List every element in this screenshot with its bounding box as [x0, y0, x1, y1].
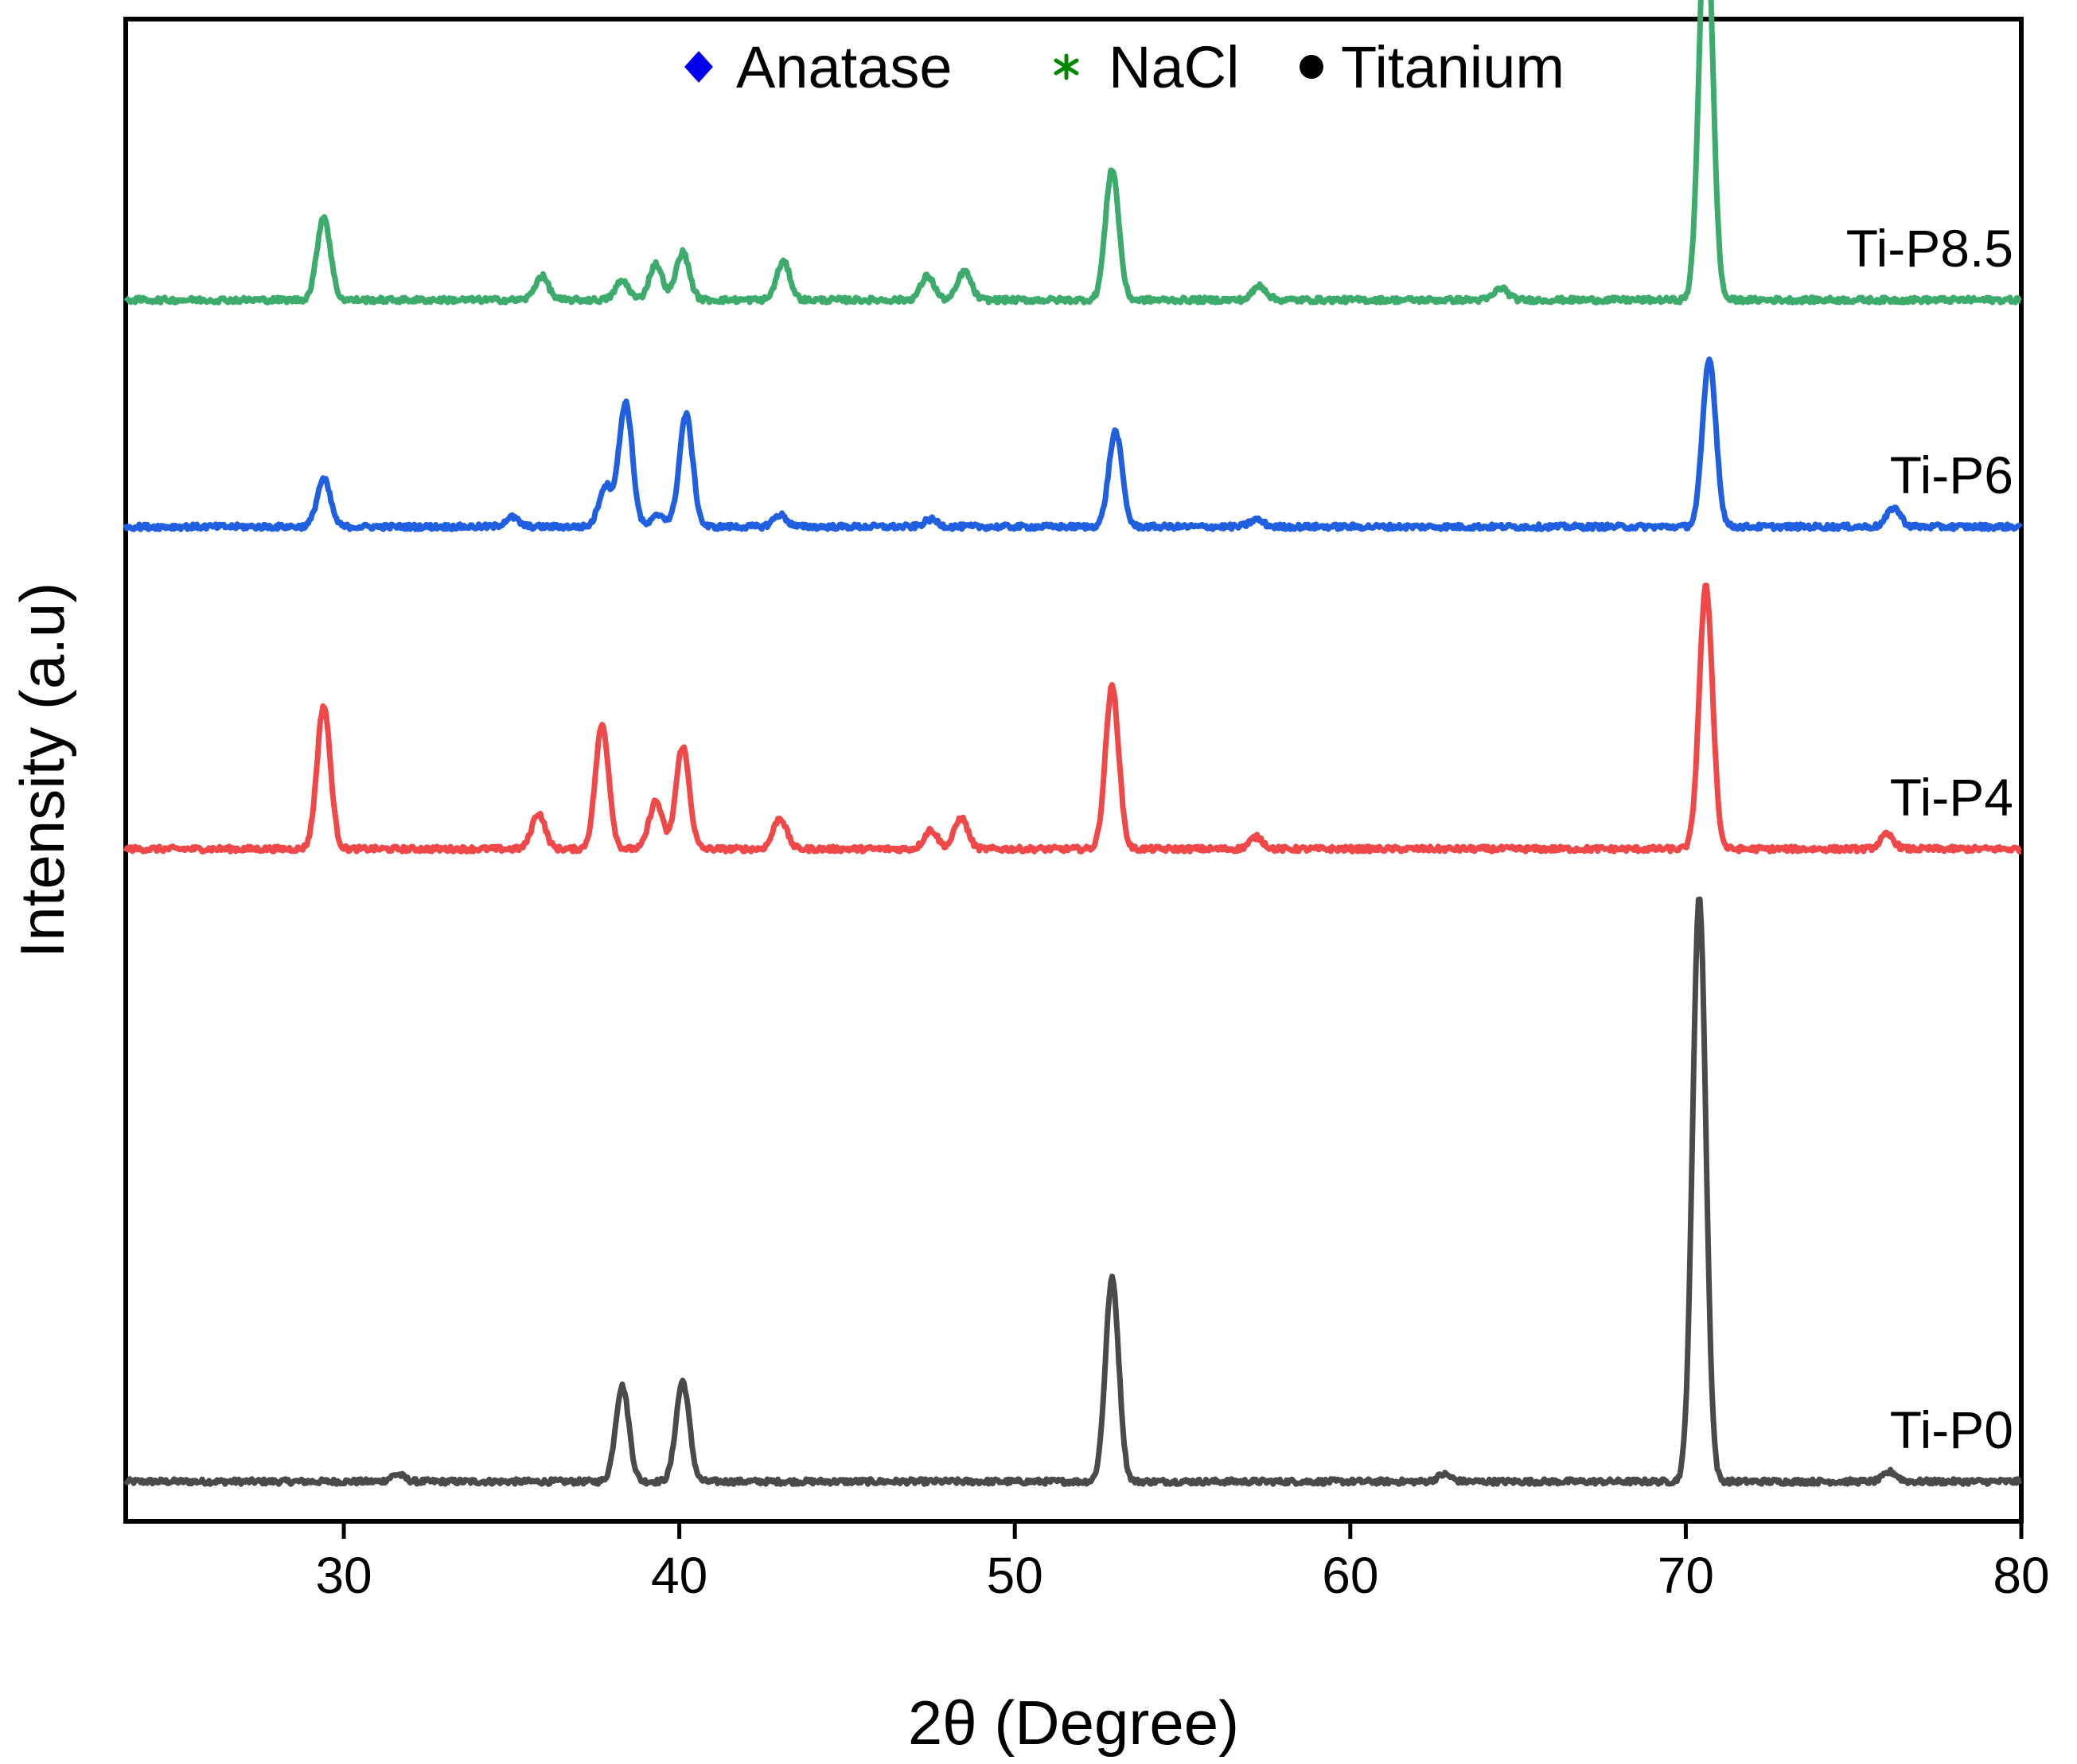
y-axis-title: Intensity (a.u): [7, 582, 77, 959]
x-axis-ticks: 30 40 50 60 70 80: [315, 1521, 2050, 1604]
x-tick-label-70: 70: [1658, 1547, 1714, 1604]
x-tick-label-60: 60: [1322, 1547, 1378, 1604]
series-line-ti-p0: [123, 896, 2023, 1487]
legend-anatase-marker-icon: [684, 51, 713, 83]
x-tick-label-80: 80: [1993, 1547, 2049, 1604]
series-label-ti-p0: Ti-P0: [1890, 1400, 2013, 1459]
x-tick-label-30: 30: [315, 1547, 372, 1604]
legend: Anatase NaCl Titanium: [684, 34, 1565, 100]
x-tick-label-40: 40: [651, 1547, 707, 1604]
series-label-ti-p4: Ti-P4: [1890, 768, 2013, 827]
series-line-ti-p6: [123, 356, 2023, 532]
plot-frame: [123, 17, 2024, 1524]
series-label-ti-p6: Ti-P6: [1890, 446, 2013, 504]
legend-titanium-marker-icon: [1300, 55, 1323, 79]
x-tick-label-50: 50: [987, 1547, 1043, 1604]
legend-nacl-label: NaCl: [1109, 34, 1239, 100]
legend-nacl-marker-icon: [1054, 53, 1079, 80]
x-axis-title: 2θ (Degree): [908, 1688, 1239, 1758]
series-label-ti-p8-5: Ti-P8.5: [1846, 219, 2013, 278]
series-line-ti-p4: [123, 582, 2022, 855]
legend-titanium-label: Titanium: [1341, 34, 1565, 100]
series-line-ti-p8-5: [123, 0, 2022, 306]
legend-anatase-label: Anatase: [736, 34, 953, 100]
